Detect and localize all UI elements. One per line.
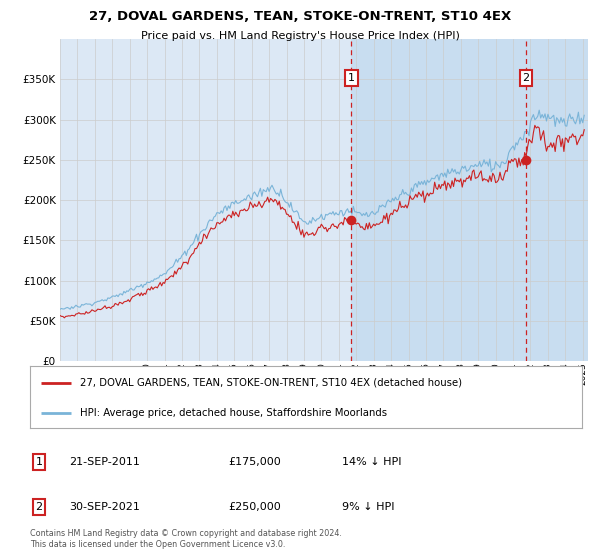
Text: Contains HM Land Registry data © Crown copyright and database right 2024.
This d: Contains HM Land Registry data © Crown c…: [30, 529, 342, 549]
Text: £250,000: £250,000: [228, 502, 281, 512]
Text: 27, DOVAL GARDENS, TEAN, STOKE-ON-TRENT, ST10 4EX: 27, DOVAL GARDENS, TEAN, STOKE-ON-TRENT,…: [89, 10, 511, 23]
Text: 1: 1: [35, 457, 43, 467]
Text: 2: 2: [35, 502, 43, 512]
Text: 27, DOVAL GARDENS, TEAN, STOKE-ON-TRENT, ST10 4EX (detached house): 27, DOVAL GARDENS, TEAN, STOKE-ON-TRENT,…: [80, 377, 462, 388]
Text: £175,000: £175,000: [228, 457, 281, 467]
Text: Price paid vs. HM Land Registry's House Price Index (HPI): Price paid vs. HM Land Registry's House …: [140, 31, 460, 41]
Text: 30-SEP-2021: 30-SEP-2021: [69, 502, 140, 512]
Text: 9% ↓ HPI: 9% ↓ HPI: [342, 502, 395, 512]
Text: 14% ↓ HPI: 14% ↓ HPI: [342, 457, 401, 467]
Text: 1: 1: [348, 73, 355, 83]
Text: 21-SEP-2011: 21-SEP-2011: [69, 457, 140, 467]
Text: 2: 2: [523, 73, 530, 83]
Bar: [352, 39, 588, 361]
Text: HPI: Average price, detached house, Staffordshire Moorlands: HPI: Average price, detached house, Staf…: [80, 408, 387, 418]
